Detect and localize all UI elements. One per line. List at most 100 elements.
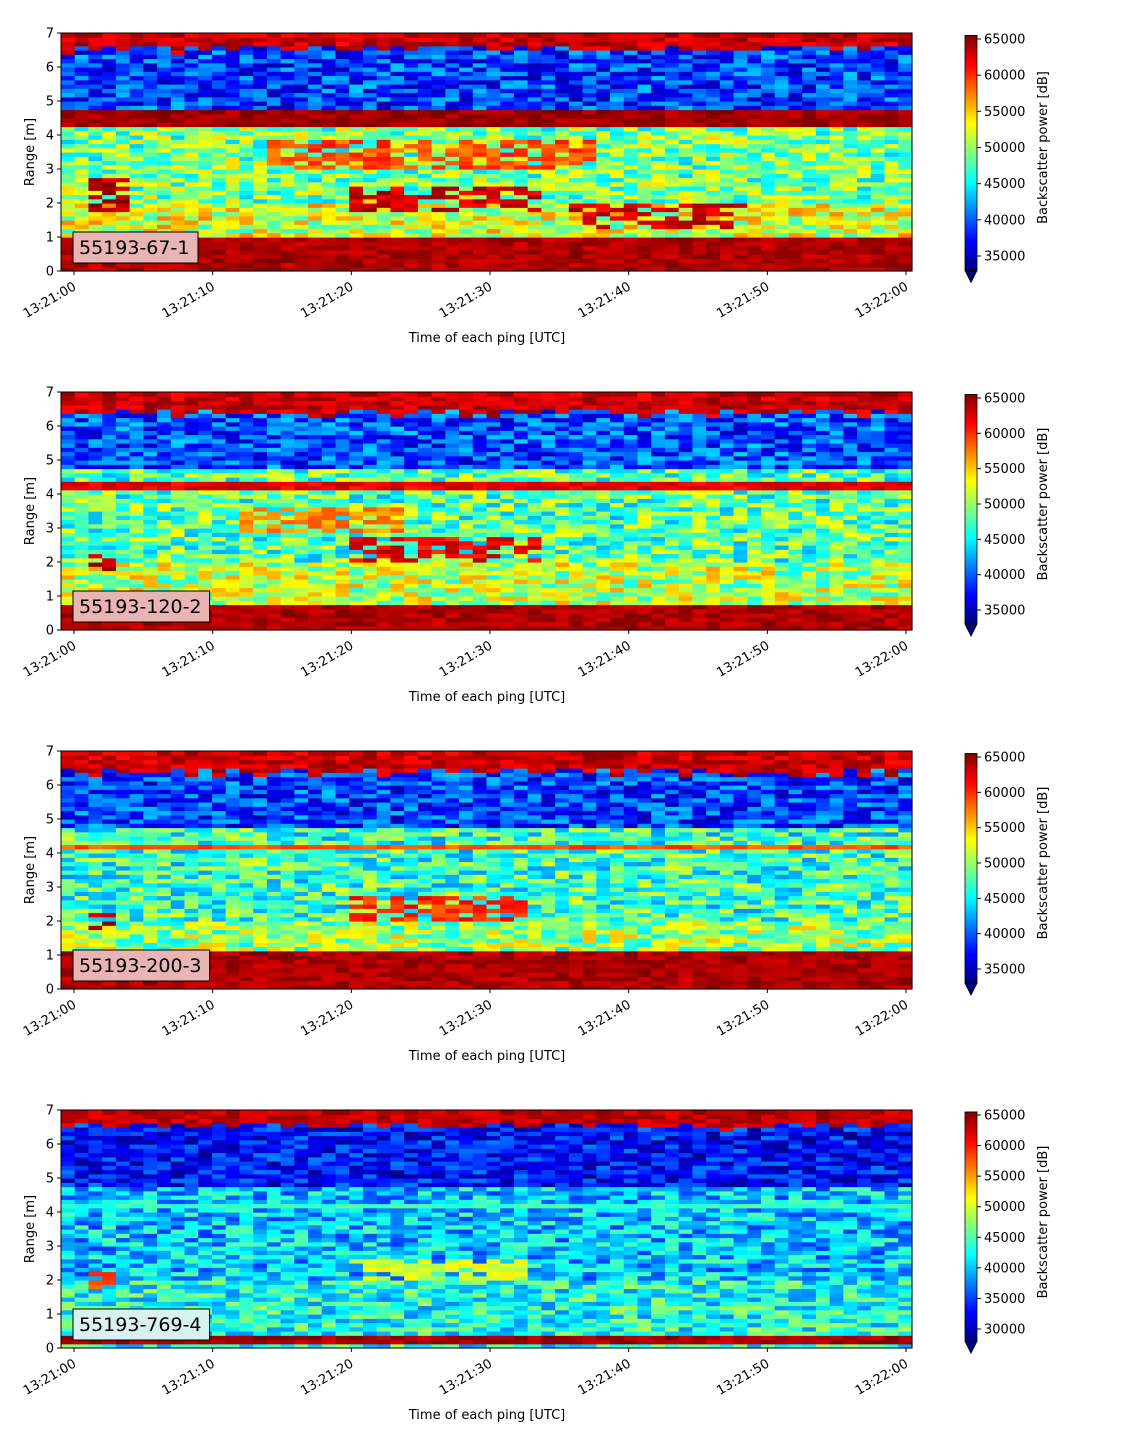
heatmap-cell [253, 438, 268, 444]
heatmap-cell [692, 194, 707, 200]
heatmap-cell [294, 71, 309, 77]
heatmap-cell [335, 494, 350, 499]
heatmap-cell [376, 540, 392, 546]
heatmap-cell [335, 413, 350, 419]
heatmap-cell [884, 54, 899, 60]
heatmap-cell [225, 105, 241, 111]
heatmap-cell [870, 232, 886, 238]
heatmap-cell [335, 266, 350, 272]
heatmap-cell [513, 118, 529, 123]
heatmap-cell [280, 113, 295, 119]
heatmap-cell [74, 455, 90, 461]
heatmap-cell [129, 545, 144, 550]
heatmap-cell [610, 228, 625, 234]
heatmap-cell [74, 169, 90, 174]
heatmap-cell [623, 249, 639, 255]
heatmap-cell [362, 126, 378, 132]
heatmap-cell [829, 164, 844, 170]
heatmap-cell [472, 203, 488, 208]
heatmap-cell [527, 105, 543, 111]
heatmap-cell [88, 50, 103, 55]
heatmap-cell [651, 33, 666, 38]
heatmap-cell [404, 574, 419, 580]
heatmap-cell [568, 249, 584, 255]
heatmap-cell [225, 203, 241, 208]
heatmap-cell [61, 224, 76, 230]
heatmap-cell [445, 79, 460, 85]
heatmap-cell [651, 118, 666, 123]
heatmap-cell [747, 262, 762, 268]
heatmap-cell [719, 237, 735, 242]
heatmap-cell [362, 515, 378, 521]
heatmap-cell [129, 152, 144, 157]
heatmap-cell [335, 451, 350, 457]
heatmap-cell [376, 152, 392, 157]
heatmap-cell [362, 396, 378, 402]
heatmap-cell [335, 54, 350, 60]
heatmap-cell [143, 545, 158, 550]
heatmap-cell [362, 438, 378, 444]
heatmap-cell [376, 62, 392, 68]
heatmap-cell [266, 494, 282, 499]
heatmap-cell [129, 54, 144, 60]
heatmap-cell [541, 254, 556, 259]
heatmap-cell [843, 194, 858, 200]
heatmap-cell [280, 549, 295, 555]
heatmap-cell [115, 400, 131, 406]
heatmap-cell [157, 186, 172, 191]
heatmap-cell [500, 96, 515, 102]
heatmap-cell [211, 203, 227, 208]
heatmap-cell [664, 224, 680, 230]
heatmap-cell [719, 92, 735, 98]
heatmap-cell [733, 84, 748, 89]
heatmap-cell [555, 164, 570, 170]
heatmap-cell [115, 194, 131, 200]
heatmap-cell [211, 88, 227, 94]
heatmap-cell [500, 232, 515, 238]
heatmap-cell [404, 557, 419, 563]
heatmap-cell [692, 160, 707, 166]
heatmap-cell [829, 41, 844, 47]
heatmap-cell [321, 557, 337, 563]
heatmap-cell [294, 143, 309, 149]
heatmap-cell [266, 587, 282, 593]
heatmap-cell [857, 220, 872, 225]
heatmap-cell [568, 130, 584, 136]
heatmap-cell [857, 41, 872, 47]
heatmap-cell [829, 75, 844, 81]
heatmap-cell [719, 181, 735, 187]
heatmap-cell [170, 190, 186, 196]
heatmap-cell [74, 574, 90, 580]
heatmap-cell [857, 152, 872, 157]
heatmap-cell [102, 519, 117, 525]
heatmap-cell [88, 562, 103, 567]
heatmap-cell [596, 258, 611, 264]
heatmap-cell [211, 71, 227, 77]
heatmap-cell [335, 203, 350, 208]
heatmap-cell [623, 54, 639, 60]
heatmap-cell [211, 404, 227, 410]
heatmap-cell [870, 139, 886, 145]
heatmap-cell [431, 228, 446, 234]
heatmap-cell [143, 177, 158, 183]
heatmap-cell [157, 515, 172, 521]
heatmap-cell [225, 139, 241, 145]
heatmap-cell [637, 88, 652, 94]
heatmap-cell [815, 88, 831, 94]
heatmap-cell [170, 135, 186, 140]
heatmap-cell [157, 413, 172, 419]
heatmap-cell [266, 198, 282, 204]
heatmap-cell [349, 266, 364, 272]
heatmap-cell [211, 194, 227, 200]
heatmap-cell [431, 147, 446, 153]
heatmap-cell [774, 224, 790, 230]
heatmap-cell [239, 224, 254, 230]
heatmap-cell [802, 177, 817, 183]
heatmap-cell [335, 604, 350, 610]
heatmap-cell [74, 515, 90, 521]
heatmap-cell [596, 58, 611, 64]
heatmap-cell [651, 237, 666, 242]
heatmap-cell [115, 126, 131, 132]
heatmap-cell [788, 45, 803, 51]
heatmap-cell [486, 62, 501, 68]
